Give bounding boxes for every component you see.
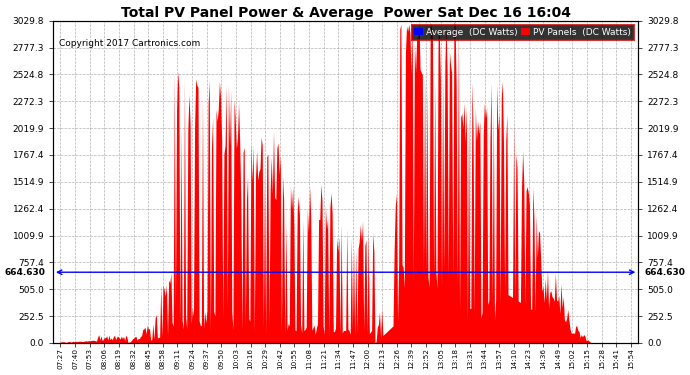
Legend: Average  (DC Watts), PV Panels  (DC Watts): Average (DC Watts), PV Panels (DC Watts) xyxy=(412,25,633,40)
Text: Copyright 2017 Cartronics.com: Copyright 2017 Cartronics.com xyxy=(59,39,200,48)
Text: 664.630: 664.630 xyxy=(644,268,685,277)
Title: Total PV Panel Power & Average  Power Sat Dec 16 16:04: Total PV Panel Power & Average Power Sat… xyxy=(121,6,571,20)
Text: 664.630: 664.630 xyxy=(5,268,46,277)
